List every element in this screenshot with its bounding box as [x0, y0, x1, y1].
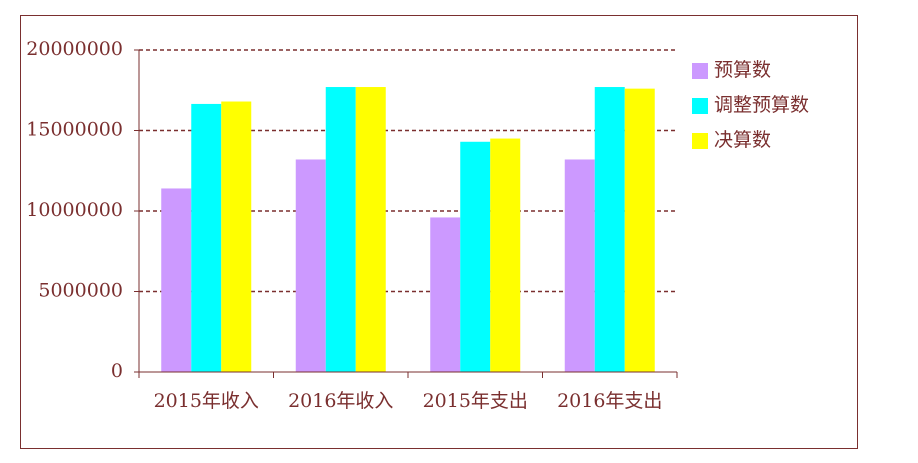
bar — [564, 159, 595, 372]
bar — [490, 138, 521, 372]
legend-swatch — [692, 63, 708, 79]
x-tick-label: 2016年收入 — [288, 390, 393, 412]
legend-label: 预算数 — [714, 59, 771, 81]
legend-swatch — [692, 98, 708, 114]
bar — [430, 217, 461, 372]
bar — [161, 188, 192, 372]
legend-label: 决算数 — [714, 129, 771, 151]
bar — [221, 101, 252, 373]
bar — [594, 87, 625, 372]
y-tick-label: 0 — [111, 360, 123, 382]
x-tick-label: 2015年收入 — [154, 390, 259, 412]
x-tick-label: 2016年支出 — [557, 390, 662, 412]
legend-swatch — [692, 133, 708, 149]
bar — [191, 103, 222, 372]
y-tick-label: 20000000 — [26, 38, 123, 60]
y-tick-label: 15000000 — [26, 119, 123, 141]
bar — [295, 159, 326, 372]
bar — [355, 87, 386, 372]
bar — [325, 87, 356, 372]
bar — [460, 141, 491, 372]
legend-label: 调整预算数 — [714, 94, 809, 116]
x-tick-label: 2015年支出 — [423, 390, 528, 412]
y-tick-label: 10000000 — [26, 199, 123, 221]
bar — [624, 88, 655, 372]
y-tick-label: 5000000 — [38, 280, 123, 302]
